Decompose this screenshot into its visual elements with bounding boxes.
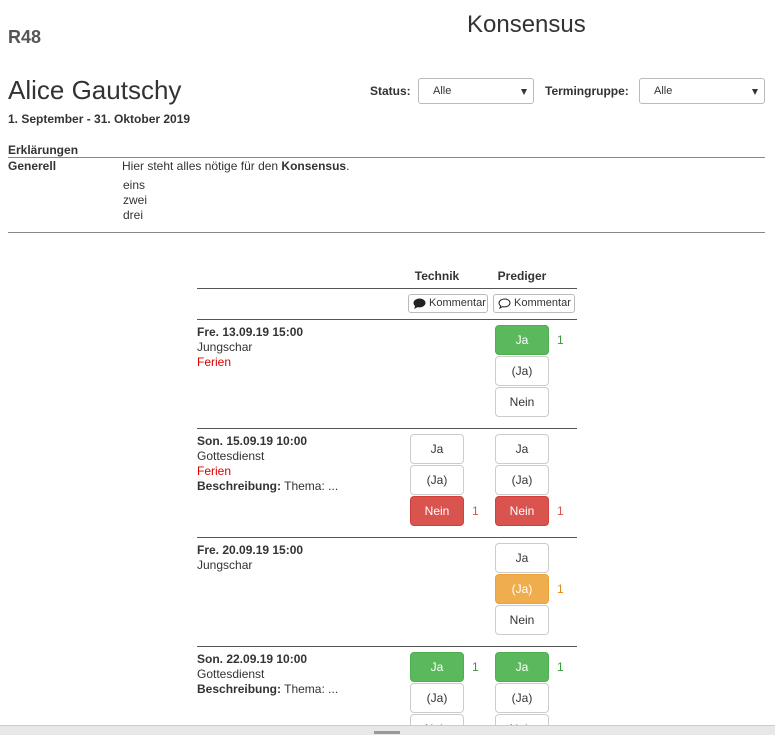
explanations-heading: Erklärungen	[8, 143, 79, 157]
scroll-thumb	[374, 731, 400, 734]
event-date: Fre. 20.09.19 15:00	[197, 543, 304, 557]
text: .	[346, 159, 350, 173]
vote-count: 1	[557, 333, 564, 347]
vote-button[interactable]: Nein	[495, 496, 549, 526]
explanation-text: Hier steht alles nötige für den Konsensu…	[122, 159, 349, 173]
vote-count: 1	[472, 504, 479, 518]
event-note: Ferien	[197, 464, 232, 478]
column-header: Technik	[414, 269, 460, 283]
vote-count: 1	[557, 660, 564, 674]
divider	[197, 319, 577, 320]
vote-button[interactable]: (Ja)	[495, 356, 549, 386]
divider	[8, 157, 765, 158]
column-header: Prediger	[497, 269, 547, 283]
filter-select[interactable]: Alle	[418, 78, 534, 104]
filter-label: Status:	[370, 84, 411, 98]
divider	[197, 288, 577, 289]
event-type: Jungschar	[197, 340, 253, 354]
vote-button[interactable]: Ja	[410, 652, 464, 682]
vote-button[interactable]: Nein	[410, 496, 464, 526]
event-description: Beschreibung: Thema: ...	[197, 682, 338, 696]
person-name: Alice Gautschy	[8, 75, 182, 105]
vote-count: 1	[557, 582, 564, 596]
divider	[197, 537, 577, 538]
page-title: Konsensus	[467, 11, 586, 38]
comment-button[interactable]: Kommentar	[493, 294, 575, 313]
vote-button[interactable]: (Ja)	[495, 574, 549, 604]
vote-button[interactable]: Ja	[495, 434, 549, 464]
description-label: Beschreibung:	[197, 682, 282, 696]
comment-icon	[498, 298, 511, 309]
list-item: zwei	[123, 193, 148, 207]
vote-button[interactable]: Nein	[495, 605, 549, 635]
divider	[197, 428, 577, 429]
comment-icon	[413, 298, 426, 309]
vote-count: 1	[557, 504, 564, 518]
description-text: Thema: ...	[281, 682, 339, 696]
description-label: Beschreibung:	[197, 479, 282, 493]
text-bold: Konsensus	[281, 159, 347, 173]
event-date: Son. 22.09.19 10:00	[197, 652, 308, 666]
list-item: eins	[123, 178, 146, 192]
list-item: drei	[123, 208, 144, 222]
event-type: Jungschar	[197, 558, 253, 572]
event-type: Gottesdienst	[197, 667, 265, 681]
description-text: Thema: ...	[281, 479, 339, 493]
vote-button[interactable]: (Ja)	[410, 683, 464, 713]
event-date: Son. 15.09.19 10:00	[197, 434, 308, 448]
divider	[197, 646, 577, 647]
vote-button[interactable]: Ja	[495, 543, 549, 573]
vote-button[interactable]: Ja	[495, 652, 549, 682]
vote-button[interactable]: Nein	[495, 387, 549, 417]
vote-button[interactable]: Ja	[495, 325, 549, 355]
period: 1. September - 31. Oktober 2019	[8, 112, 191, 126]
explanation-label: Generell	[8, 159, 57, 173]
event-type: Gottesdienst	[197, 449, 265, 463]
event-note: Ferien	[197, 355, 232, 369]
filter-label: Termingruppe:	[545, 84, 629, 98]
filter-select[interactable]: Alle	[639, 78, 765, 104]
vote-button[interactable]: Ja	[410, 434, 464, 464]
vote-button[interactable]: (Ja)	[495, 683, 549, 713]
event-date: Fre. 13.09.19 15:00	[197, 325, 304, 339]
divider	[8, 232, 765, 233]
scrollbar	[0, 725, 775, 735]
comment-button[interactable]: Kommentar	[408, 294, 488, 313]
explanation-list: eins zwei drei	[123, 178, 147, 223]
vote-count: 1	[472, 660, 479, 674]
event-description: Beschreibung: Thema: ...	[197, 479, 338, 493]
text: Hier steht alles nötige für den	[122, 159, 282, 173]
vote-button[interactable]: (Ja)	[495, 465, 549, 495]
code: R48	[8, 27, 42, 47]
vote-button[interactable]: (Ja)	[410, 465, 464, 495]
